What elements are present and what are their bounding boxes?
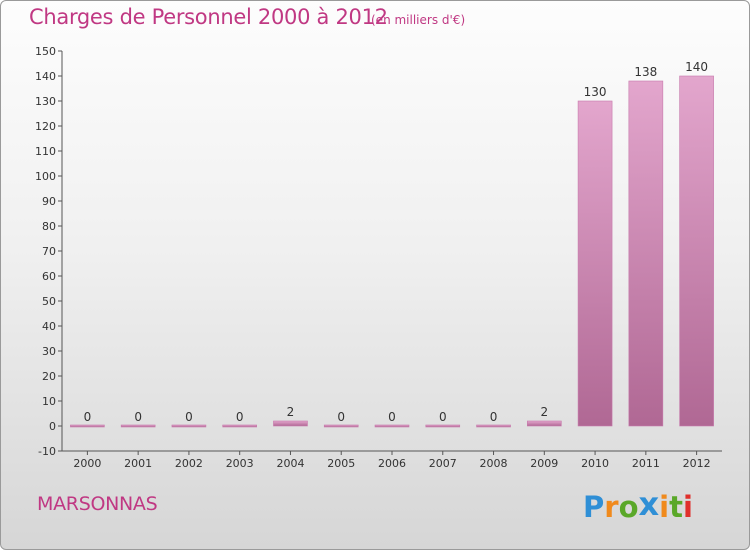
bar [527, 420, 562, 427]
bar [476, 424, 511, 428]
data-label: 0 [337, 410, 345, 424]
x-tick-label: 2000 [73, 457, 101, 470]
proxiti-logo: Proxiti [583, 485, 693, 525]
logo-letter: i [659, 490, 670, 524]
bar [374, 424, 410, 428]
x-tick-label: 2007 [429, 457, 457, 470]
y-tick-label: 120 [35, 120, 56, 133]
value-labels: 0 0 0 0 2 0 0 0 0 2 130 138 140 [84, 60, 709, 424]
chart-subtitle: (en milliers d'€) [371, 13, 466, 27]
y-tick-label: 150 [35, 45, 56, 58]
bar [628, 80, 664, 427]
data-label: 0 [388, 410, 396, 424]
data-label: 2 [287, 405, 295, 419]
data-label: 138 [634, 65, 657, 79]
y-tick-label: 40 [42, 320, 56, 333]
logo-letter: o [618, 490, 639, 524]
x-tick-label: 2008 [480, 457, 508, 470]
bar [222, 424, 257, 428]
y-tick-label: 60 [42, 270, 56, 283]
data-label: 2 [540, 405, 548, 419]
y-tick-label: 90 [42, 195, 56, 208]
logo-letter: P [583, 490, 605, 524]
x-tick-label: 2003 [226, 457, 254, 470]
bars [70, 75, 714, 428]
x-tick-label: 2001 [124, 457, 152, 470]
y-tick-label: 110 [35, 145, 56, 158]
data-label: 0 [185, 410, 193, 424]
bar [679, 75, 714, 427]
commune-name: MARSONNAS [37, 493, 158, 515]
logo-letter: t [669, 490, 683, 524]
data-label: 0 [236, 410, 244, 424]
data-label: 0 [84, 410, 92, 424]
bar [120, 424, 156, 428]
data-label: 140 [685, 60, 708, 74]
y-tick-label: 20 [42, 370, 56, 383]
bar [171, 424, 207, 428]
x-tick-label: 2006 [378, 457, 406, 470]
bar [425, 424, 461, 428]
chart-title: Charges de Personnel 2000 à 2012 [29, 5, 388, 29]
x-tick-label: 2002 [175, 457, 203, 470]
y-tick-label: 70 [42, 245, 56, 258]
logo-letter: x [638, 485, 660, 523]
y-tick-label: 80 [42, 220, 56, 233]
logo-letter: i [682, 490, 693, 524]
data-label: 130 [584, 85, 607, 99]
y-tick-label: 0 [49, 420, 56, 433]
data-label: 0 [134, 410, 142, 424]
bar [70, 424, 105, 428]
bar [273, 420, 308, 427]
y-tick-label: 50 [42, 295, 56, 308]
data-label: 0 [490, 410, 498, 424]
data-label: 0 [439, 410, 447, 424]
y-tick-label: 10 [42, 395, 56, 408]
x-tick-label: 2011 [632, 457, 660, 470]
logo-letter: r [604, 490, 619, 524]
x-tick-label: 2009 [530, 457, 558, 470]
axes: -100102030405060708090100110120130140150… [35, 45, 722, 470]
y-tick-label: 30 [42, 345, 56, 358]
bar [577, 100, 613, 427]
x-tick-label: 2012 [683, 457, 711, 470]
y-tick-label: -10 [38, 445, 56, 458]
x-tick-label: 2004 [276, 457, 304, 470]
y-tick-label: 100 [35, 170, 56, 183]
y-tick-label: 130 [35, 95, 56, 108]
x-tick-label: 2005 [327, 457, 355, 470]
bar [323, 424, 359, 428]
y-tick-label: 140 [35, 70, 56, 83]
x-tick-label: 2010 [581, 457, 609, 470]
